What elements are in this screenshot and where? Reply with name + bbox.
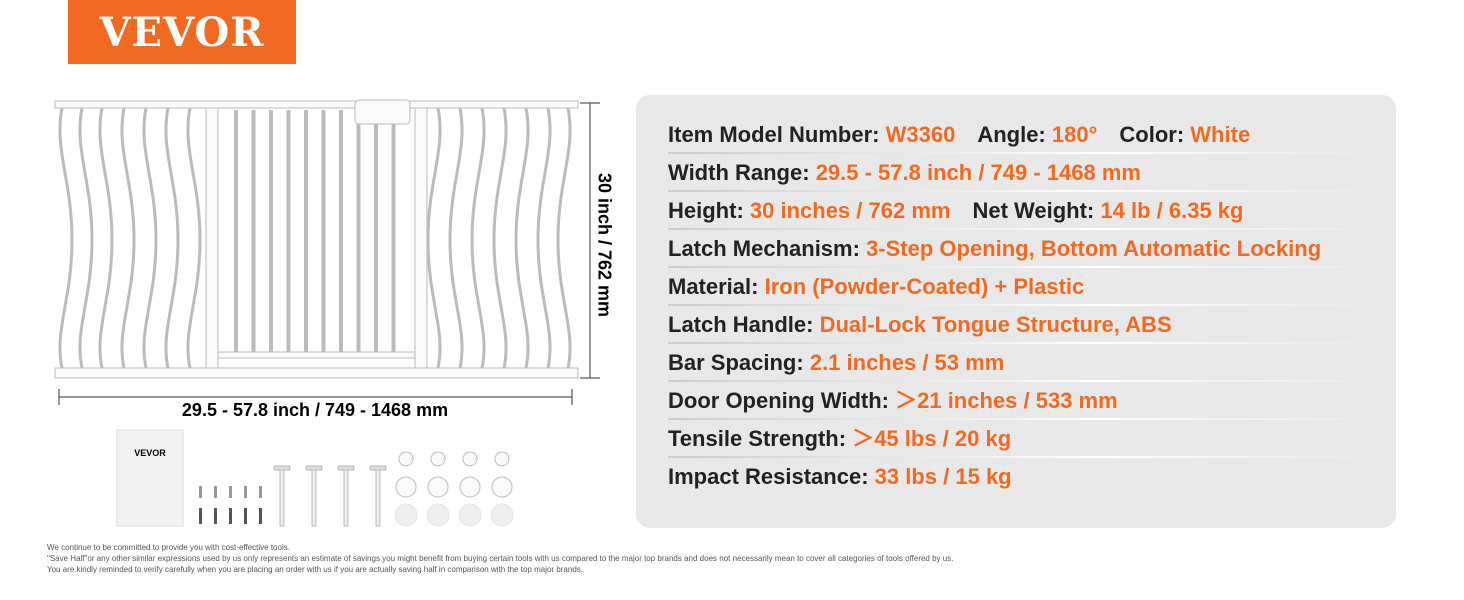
spec-label: Width Range: — [668, 160, 810, 185]
manual — [116, 429, 184, 527]
spec-row: Material: Iron (Powder-Coated) + Plastic — [668, 268, 1378, 306]
spec-label: Latch Mechanism: — [668, 236, 860, 261]
screw — [244, 486, 247, 498]
side-bar — [78, 107, 94, 369]
pad — [458, 503, 482, 527]
side-bar — [470, 107, 486, 369]
spec-row: Latch Handle: Dual-Lock Tongue Structure… — [668, 306, 1378, 344]
spec-value: W3360 — [885, 122, 956, 147]
spec-label: Color: — [1119, 122, 1185, 147]
spec-label: Impact Resistance: — [668, 464, 869, 489]
spec-label: Tensile Strength: — [668, 426, 847, 451]
screw — [259, 486, 262, 498]
side-bar — [186, 107, 202, 369]
latch — [354, 99, 411, 125]
pad — [395, 476, 417, 498]
spec-label: Item Model Number: — [668, 122, 880, 147]
side-bar — [164, 107, 180, 369]
side-bar — [426, 107, 442, 369]
door-bottom — [217, 351, 416, 359]
screw — [244, 508, 247, 524]
side-bar — [448, 107, 464, 369]
spec-label: Net Weight: — [972, 198, 1095, 223]
spec-value: 14 lb / 6.35 kg — [1100, 198, 1244, 223]
spec-label: Latch Handle: — [668, 312, 814, 337]
spec-value: White — [1190, 122, 1251, 147]
side-bar — [492, 107, 508, 369]
pad — [427, 476, 449, 498]
pad — [490, 503, 514, 527]
spec-value: ＞45 lbs / 20 kg — [852, 426, 1012, 451]
spec-label: Height: — [668, 198, 744, 223]
bolt — [375, 469, 381, 527]
cap — [494, 451, 510, 467]
screw — [259, 508, 262, 524]
bolt-head — [273, 465, 291, 471]
spec-row: Height: 30 inches / 762 mm Net Weight: 14… — [668, 192, 1378, 230]
side-bar — [98, 107, 114, 369]
cap — [430, 451, 446, 467]
screw — [229, 486, 232, 498]
gate-bottom-rail — [54, 367, 579, 379]
gate-top-rail — [54, 100, 579, 109]
screw — [229, 508, 232, 524]
disclaimer-line: "Save Half"or any other similar expressi… — [47, 554, 954, 563]
pad — [426, 503, 450, 527]
spec-row: Tensile Strength: ＞45 lbs / 20 kg — [668, 420, 1378, 458]
screw — [214, 508, 217, 524]
manual-brand: VEVOR — [134, 448, 166, 458]
disclaimer-line: You are kindly reminded to verify carefu… — [47, 565, 583, 574]
spec-value: 29.5 - 57.8 inch / 749 - 1468 mm — [815, 160, 1141, 185]
bolt-head — [337, 465, 355, 471]
spec-value: ＞21 inches / 533 mm — [895, 388, 1118, 413]
spec-label: Angle: — [977, 122, 1046, 147]
pad — [394, 503, 418, 527]
spec-value: 3-Step Opening, Bottom Automatic Locking — [866, 236, 1322, 261]
bolt-head — [305, 465, 323, 471]
spec-label: Bar Spacing: — [668, 350, 804, 375]
product-illustration: 30 inch / 762 mm 29.5 - 57.8 inch / 749 … — [54, 99, 614, 527]
bolt-head — [369, 465, 387, 471]
pad — [459, 476, 481, 498]
spec-value: 180° — [1051, 122, 1098, 147]
spec-row: Latch Mechanism: 3-Step Opening, Bottom … — [668, 230, 1378, 268]
spec-row: Door Opening Width: ＞21 inches / 533 mm — [668, 382, 1378, 420]
cap — [462, 451, 478, 467]
side-bar — [142, 107, 158, 369]
door-post — [205, 107, 219, 369]
spec-row: Bar Spacing: 2.1 inches / 53 mm — [668, 344, 1378, 382]
spec-panel: Item Model Number: W3360 Angle: 180° Color… — [636, 95, 1396, 528]
bolt — [343, 469, 349, 527]
spec-value: Dual-Lock Tongue Structure, ABS — [819, 312, 1172, 337]
door-post — [414, 107, 428, 369]
side-bar — [536, 107, 552, 369]
side-bar — [514, 107, 530, 369]
spec-value: 2.1 inches / 53 mm — [809, 350, 1005, 375]
side-bar — [120, 107, 136, 369]
spec-value: 30 inches / 762 mm — [749, 198, 951, 223]
logo: VEVOR — [68, 0, 296, 64]
spec-value: 33 lbs / 15 kg — [874, 464, 1012, 489]
height-label: 30 inch / 762 mm — [594, 173, 614, 317]
spec-row: Item Model Number: W3360 Angle: 180° Color… — [668, 116, 1378, 154]
spec-label: Material: — [668, 274, 759, 299]
side-bar — [58, 107, 74, 369]
spec-row: Width Range: 29.5 - 57.8 inch / 749 - 14… — [668, 154, 1378, 192]
disclaimer: We continue to be committed to provide y… — [47, 542, 953, 575]
screw — [214, 486, 217, 498]
width-label: 29.5 - 57.8 inch / 749 - 1468 mm — [182, 400, 448, 420]
bolt — [311, 469, 317, 527]
spec-row: Impact Resistance: 33 lbs / 15 kg — [668, 458, 1378, 496]
screw — [199, 508, 202, 524]
cap — [398, 451, 414, 467]
spec-value: Iron (Powder-Coated) + Plastic — [764, 274, 1085, 299]
side-bar — [556, 107, 572, 369]
spec-label: Door Opening Width: — [668, 388, 889, 413]
pad — [491, 476, 513, 498]
disclaimer-line: We continue to be committed to provide y… — [47, 543, 290, 552]
screw — [199, 486, 202, 498]
bolt — [279, 469, 285, 527]
